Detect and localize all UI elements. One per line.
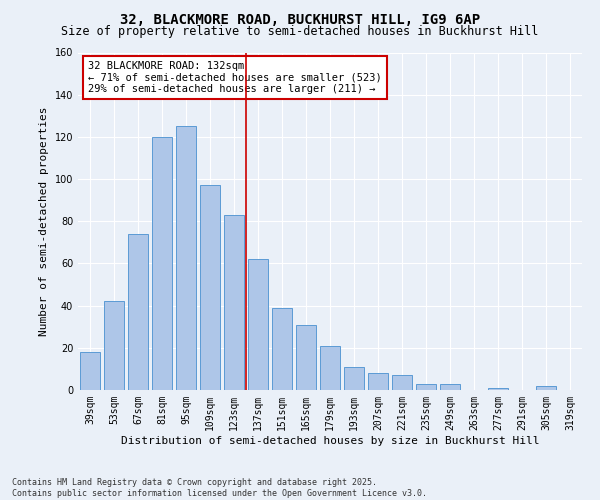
Bar xyxy=(320,346,340,390)
Text: Size of property relative to semi-detached houses in Buckhurst Hill: Size of property relative to semi-detach… xyxy=(61,25,539,38)
Bar xyxy=(296,324,316,390)
Text: 32, BLACKMORE ROAD, BUCKHURST HILL, IG9 6AP: 32, BLACKMORE ROAD, BUCKHURST HILL, IG9 … xyxy=(120,12,480,26)
Bar xyxy=(248,259,268,390)
Bar xyxy=(224,215,244,390)
Bar xyxy=(536,386,556,390)
Bar xyxy=(344,367,364,390)
Bar xyxy=(104,302,124,390)
Bar xyxy=(488,388,508,390)
Bar xyxy=(80,352,100,390)
Bar xyxy=(416,384,436,390)
X-axis label: Distribution of semi-detached houses by size in Buckhurst Hill: Distribution of semi-detached houses by … xyxy=(121,436,539,446)
Bar xyxy=(200,186,220,390)
Text: Contains HM Land Registry data © Crown copyright and database right 2025.
Contai: Contains HM Land Registry data © Crown c… xyxy=(12,478,427,498)
Bar xyxy=(152,137,172,390)
Bar xyxy=(128,234,148,390)
Bar xyxy=(440,384,460,390)
Text: 32 BLACKMORE ROAD: 132sqm
← 71% of semi-detached houses are smaller (523)
29% of: 32 BLACKMORE ROAD: 132sqm ← 71% of semi-… xyxy=(88,61,382,94)
Bar xyxy=(392,375,412,390)
Y-axis label: Number of semi-detached properties: Number of semi-detached properties xyxy=(39,106,49,336)
Bar xyxy=(176,126,196,390)
Bar xyxy=(272,308,292,390)
Bar xyxy=(368,373,388,390)
